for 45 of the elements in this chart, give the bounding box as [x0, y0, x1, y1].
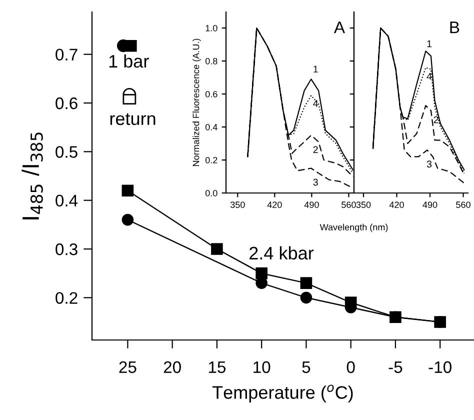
x-tick-label: 0	[346, 361, 355, 374]
x-tick-label: -5	[388, 361, 402, 374]
annotation: return	[110, 113, 156, 126]
x-tick-label: -10	[428, 361, 452, 374]
x-tick-label: 420	[267, 202, 282, 208]
annotation: B	[450, 22, 460, 34]
annotation: 2.4 kbar	[250, 246, 314, 260]
y-tick-label: 0.5	[56, 146, 78, 158]
y-tick-label: 0.8	[205, 58, 218, 64]
x-tick-label: 10	[254, 361, 270, 374]
y-tick-label: 0.3	[56, 243, 78, 256]
y-tick-label: 0.7	[56, 48, 78, 61]
annotation: 1	[427, 40, 432, 48]
y-tick-label: 0.6	[205, 90, 218, 98]
x-tick-label: 15	[208, 361, 226, 374]
x-tick-label: 490	[422, 202, 438, 208]
y-axis-title: Normalized Fluorescence (A.U.)	[192, 38, 201, 166]
annotation: 3	[426, 160, 432, 168]
annotation: 2	[313, 146, 318, 153]
annotation: 4	[313, 100, 318, 107]
x-tick-label: 350	[356, 202, 371, 208]
x-tick-label: 20	[164, 361, 181, 374]
annotation: 1	[314, 66, 318, 72]
y-tick-label: 0.4	[56, 194, 78, 207]
annotation: 2	[434, 116, 438, 124]
x-tick-label: 25	[119, 361, 136, 374]
x-tick-label: 560	[456, 202, 470, 208]
x-axis-title: Temperature ($^{o}$C)	[212, 384, 353, 402]
y-tick-label: 0.2	[56, 292, 78, 304]
y-axis-title: I$_{485}$ /I$_{385}$	[22, 132, 43, 220]
x-tick-label: 560	[342, 202, 356, 208]
y-tick-label: 1.0	[206, 24, 218, 32]
y-tick-label: 0.6	[56, 97, 78, 110]
y-tick-label: 0.2	[205, 156, 218, 164]
y-tick-label: 0.4	[205, 124, 218, 130]
x-tick-label: 5	[302, 361, 310, 374]
x-tick-label: 350	[230, 202, 245, 208]
annotation: A	[334, 22, 346, 34]
y-tick-label: 0.0	[205, 190, 218, 196]
annotation: 4	[426, 72, 432, 80]
annotation: 1 bar	[109, 54, 149, 68]
x-tick-label: 420	[389, 202, 404, 208]
annotation: 3	[313, 178, 318, 186]
x-axis-title: Wavelength (nm)	[320, 224, 388, 232]
x-tick-label: 490	[304, 202, 319, 208]
